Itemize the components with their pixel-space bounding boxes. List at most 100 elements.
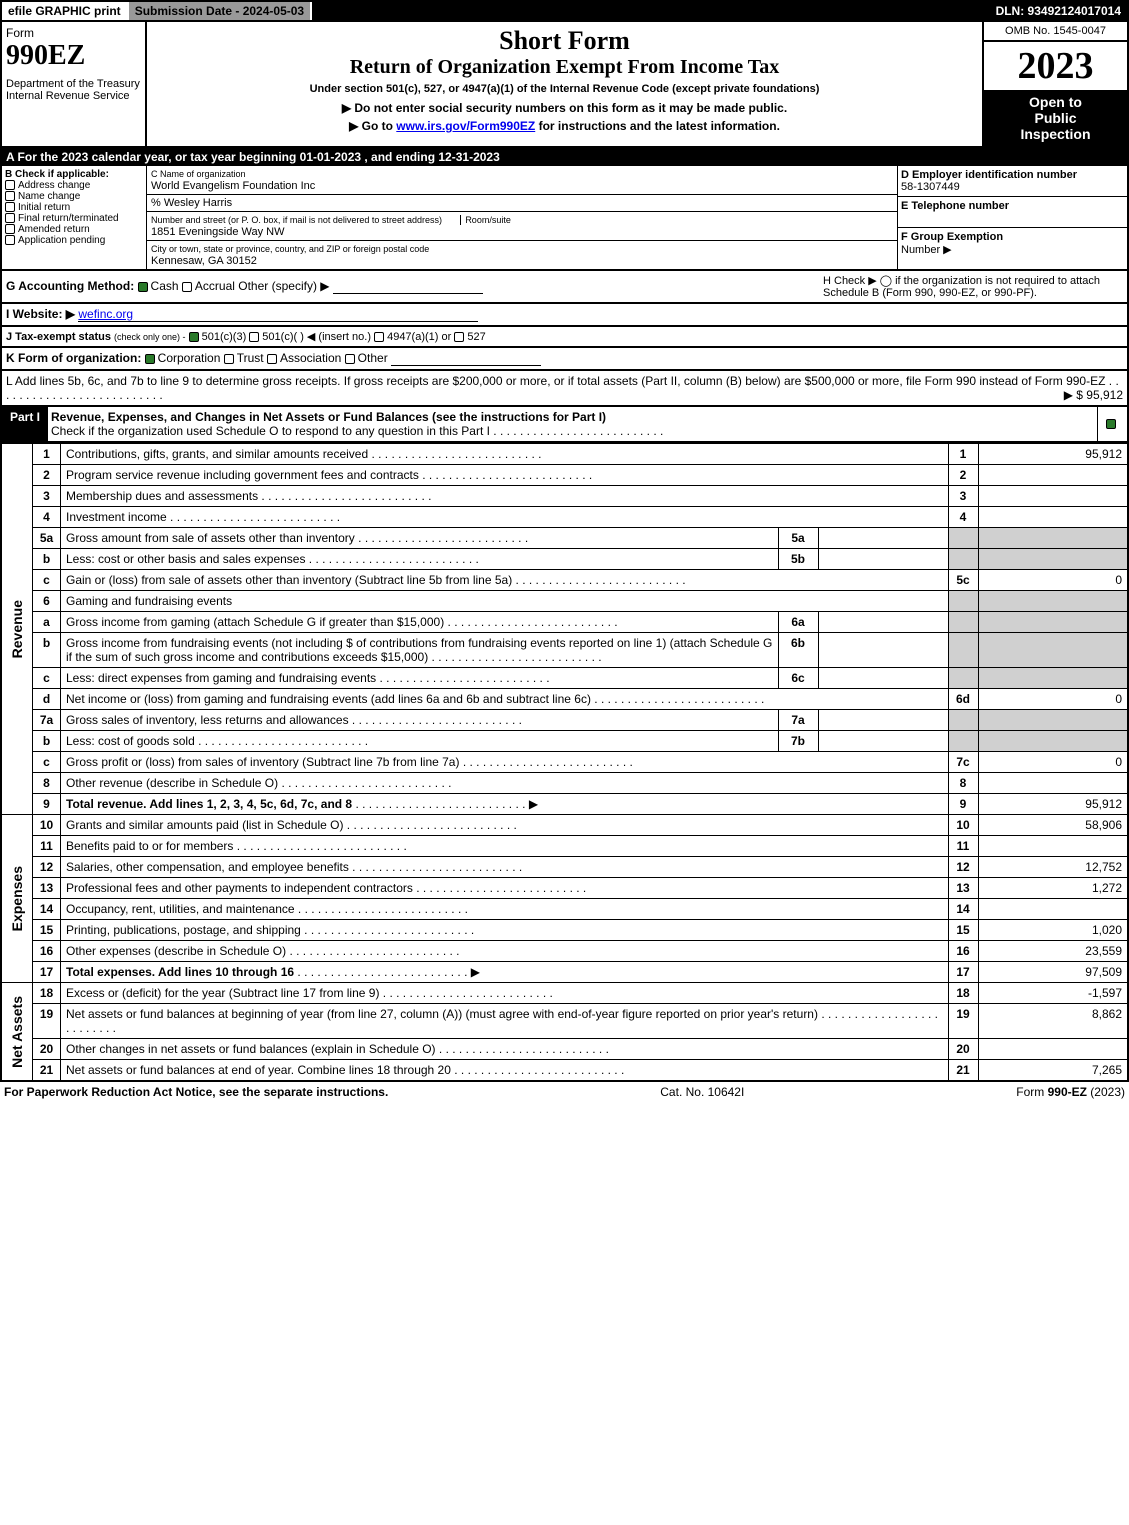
open3: Inspection xyxy=(988,126,1123,142)
line-desc: Contributions, gifts, grants, and simila… xyxy=(61,444,949,465)
k-trust: Trust xyxy=(237,351,264,365)
form-code: 990EZ xyxy=(6,40,141,72)
ref-num: 16 xyxy=(948,941,978,962)
checkbox-name-change[interactable] xyxy=(5,191,15,201)
table-row: 14Occupancy, rent, utilities, and mainte… xyxy=(1,899,1128,920)
line-desc: Membership dues and assessments xyxy=(61,486,949,507)
j-4947: 4947(a)(1) or xyxy=(387,331,451,343)
section-revenue: Revenue xyxy=(7,594,27,664)
line-desc: Other expenses (describe in Schedule O) xyxy=(61,941,949,962)
line-desc: Other revenue (describe in Schedule O) xyxy=(61,773,949,794)
g-cash: Cash xyxy=(151,279,179,293)
501c-checkbox[interactable] xyxy=(249,332,259,342)
assoc-checkbox[interactable] xyxy=(267,354,277,364)
line-num: 12 xyxy=(33,857,61,878)
val-shade xyxy=(978,633,1128,668)
line-num: 14 xyxy=(33,899,61,920)
k-label: K Form of organization: xyxy=(6,351,141,365)
checkbox-final-return-terminated[interactable] xyxy=(5,213,15,223)
irs-link[interactable]: www.irs.gov/Form990EZ xyxy=(396,119,535,133)
line-num: 21 xyxy=(33,1060,61,1082)
open1: Open to xyxy=(988,94,1123,110)
line-desc: Occupancy, rent, utilities, and maintena… xyxy=(61,899,949,920)
ref-num: 11 xyxy=(948,836,978,857)
inset-num: 6c xyxy=(778,668,818,689)
line-desc: Gross income from gaming (attach Schedul… xyxy=(61,612,779,633)
checkbox-address-change[interactable] xyxy=(5,180,15,190)
line-num: c xyxy=(33,668,61,689)
return-title: Return of Organization Exempt From Incom… xyxy=(151,56,978,79)
ref-num: 19 xyxy=(948,1004,978,1039)
l-text: L Add lines 5b, 6c, and 7b to line 9 to … xyxy=(6,374,1105,388)
i-label: I Website: ▶ xyxy=(6,307,75,321)
trust-checkbox[interactable] xyxy=(224,354,234,364)
ref-shade xyxy=(948,528,978,549)
line-desc: Net assets or fund balances at beginning… xyxy=(61,1004,949,1039)
line-num: 19 xyxy=(33,1004,61,1039)
other-checkbox[interactable] xyxy=(345,354,355,364)
l-amount: ▶ $ 95,912 xyxy=(1064,388,1123,402)
table-row: bGross income from fundraising events (n… xyxy=(1,633,1128,668)
line-num: 3 xyxy=(33,486,61,507)
val-shade xyxy=(978,549,1128,570)
schedule-o-checkbox[interactable] xyxy=(1106,419,1116,429)
irs: Internal Revenue Service xyxy=(6,90,141,102)
paperwork-notice: For Paperwork Reduction Act Notice, see … xyxy=(4,1085,388,1099)
ref-shade xyxy=(948,549,978,570)
b-opt: Application pending xyxy=(5,235,143,246)
j-527: 527 xyxy=(467,331,485,343)
corp-checkbox[interactable] xyxy=(145,354,155,364)
table-row: 17Total expenses. Add lines 10 through 1… xyxy=(1,962,1128,983)
line-desc: Gain or (loss) from sale of assets other… xyxy=(61,570,949,591)
ref-num: 5c xyxy=(948,570,978,591)
checkbox-initial-return[interactable] xyxy=(5,202,15,212)
ref-num: 7c xyxy=(948,752,978,773)
table-row: aGross income from gaming (attach Schedu… xyxy=(1,612,1128,633)
cash-checkbox[interactable] xyxy=(138,282,148,292)
header-left: Form 990EZ Department of the Treasury In… xyxy=(2,22,147,146)
table-row: 5aGross amount from sale of assets other… xyxy=(1,528,1128,549)
efile-label[interactable]: efile GRAPHIC print xyxy=(2,2,129,20)
street-address: 1851 Eveningside Way NW xyxy=(151,226,285,238)
website-link[interactable]: wefinc.org xyxy=(78,307,478,322)
table-row: 2Program service revenue including gover… xyxy=(1,465,1128,486)
table-row: cGross profit or (loss) from sales of in… xyxy=(1,752,1128,773)
k-corp: Corporation xyxy=(158,351,221,365)
501c3-checkbox[interactable] xyxy=(189,332,199,342)
527-checkbox[interactable] xyxy=(454,332,464,342)
table-row: 11Benefits paid to or for members11 xyxy=(1,836,1128,857)
val-shade xyxy=(978,528,1128,549)
4947-checkbox[interactable] xyxy=(374,332,384,342)
ref-num: 18 xyxy=(948,983,978,1004)
ref-shade xyxy=(948,633,978,668)
table-row: cGain or (loss) from sale of assets othe… xyxy=(1,570,1128,591)
ref-num: 8 xyxy=(948,773,978,794)
line-desc: Less: cost of goods sold xyxy=(61,731,779,752)
g-label: G Accounting Method: xyxy=(6,279,134,293)
line-value: 0 xyxy=(978,689,1128,710)
line-num: 18 xyxy=(33,983,61,1004)
ref-num: 10 xyxy=(948,815,978,836)
line-value xyxy=(978,507,1128,528)
inset-val xyxy=(818,731,948,752)
goto-line: ▶ Go to www.irs.gov/Form990EZ for instru… xyxy=(151,119,978,133)
checkbox-application-pending[interactable] xyxy=(5,235,15,245)
section-c: C Name of organizationWorld Evangelism F… xyxy=(147,166,897,269)
ref-num: 4 xyxy=(948,507,978,528)
inset-val xyxy=(818,710,948,731)
line-desc: Net assets or fund balances at end of ye… xyxy=(61,1060,949,1082)
part-i-sub: Check if the organization used Schedule … xyxy=(51,424,490,438)
accrual-checkbox[interactable] xyxy=(182,282,192,292)
line-desc: Other changes in net assets or fund bala… xyxy=(61,1039,949,1060)
checkbox-amended-return[interactable] xyxy=(5,224,15,234)
part-i-title: Revenue, Expenses, and Changes in Net As… xyxy=(48,407,1097,441)
line-desc: Grants and similar amounts paid (list in… xyxy=(61,815,949,836)
b-opt: Initial return xyxy=(5,202,143,213)
line-value: 23,559 xyxy=(978,941,1128,962)
line-num: 2 xyxy=(33,465,61,486)
line-num: 4 xyxy=(33,507,61,528)
ref-num: 12 xyxy=(948,857,978,878)
line-num: 6 xyxy=(33,591,61,612)
line-desc: Program service revenue including govern… xyxy=(61,465,949,486)
table-row: 3Membership dues and assessments3 xyxy=(1,486,1128,507)
